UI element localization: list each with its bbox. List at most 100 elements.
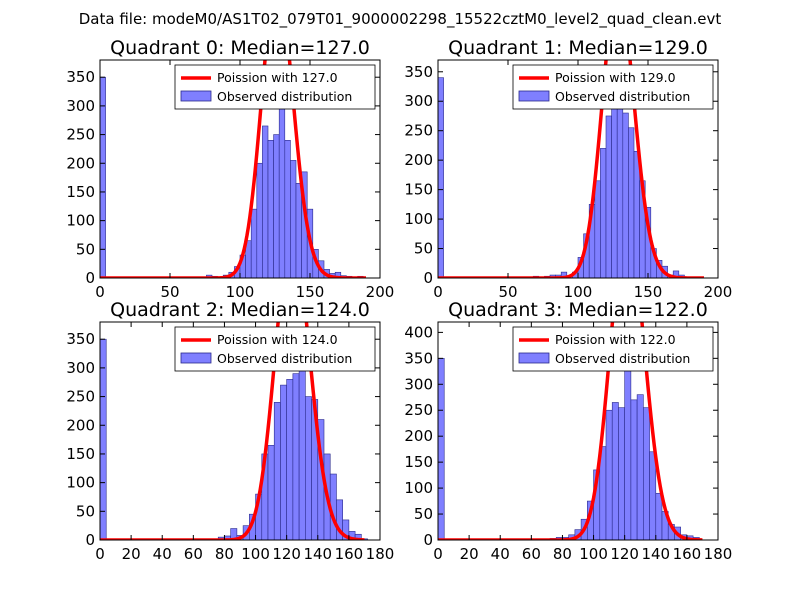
chart-title: Quadrant 3: Median=122.0 [448, 299, 708, 321]
y-tick-label: 250 [404, 401, 433, 419]
histogram-bar [267, 445, 275, 540]
histogram-bar [273, 402, 281, 540]
x-tick-label: 0 [95, 283, 105, 301]
legend-label-observed: Observed distribution [555, 351, 690, 366]
x-tick-label: 160 [673, 545, 702, 563]
chart-panel-0: 0 50 100 150 200 0 50 100 150 200 250 300 350 Quadran… [66, 37, 395, 301]
y-tick-label: 300 [404, 375, 433, 393]
histogram-bar [618, 407, 625, 540]
histogram-bar [278, 99, 286, 278]
x-tick-label: 140 [303, 545, 332, 563]
y-tick-label: 350 [66, 330, 95, 348]
x-tick-label: 60 [184, 545, 203, 563]
x-tick-label: 100 [241, 545, 270, 563]
x-tick-label: 20 [460, 545, 479, 563]
y-tick-label: 250 [404, 122, 433, 140]
y-tick-label: 50 [414, 505, 433, 523]
y-tick-label: 50 [414, 240, 433, 258]
y-tick-label: 100 [404, 479, 433, 497]
histogram-bar [305, 396, 312, 540]
y-tick-label: 300 [66, 97, 95, 115]
histogram-bar [280, 384, 287, 540]
y-tick-label: 100 [66, 212, 95, 230]
poisson-curve [438, 322, 703, 540]
histogram-bar [600, 148, 607, 278]
histogram-bar [438, 358, 445, 540]
legend-label-poisson: Poission with 127.0 [217, 70, 338, 85]
histogram-bar [286, 379, 294, 540]
y-tick-label: 200 [404, 151, 433, 169]
y-tick-label: 150 [404, 453, 433, 471]
x-tick-label: 100 [226, 283, 255, 301]
histogram-bar [273, 134, 280, 278]
legend-label-poisson: Poission with 124.0 [217, 332, 338, 347]
histogram-bar [611, 83, 618, 278]
chart-title: Quadrant 2: Median=124.0 [110, 299, 370, 321]
chart-panel-3: 0 20 40 60 80 100 120 140 160 1800501001502002503… [404, 299, 733, 563]
legend-box [512, 326, 714, 372]
histogram-bar [290, 160, 297, 278]
y-tick-label: 200 [404, 427, 433, 445]
histogram-bar [605, 115, 612, 278]
y-tick-label: 50 [76, 502, 95, 520]
legend-box [174, 326, 376, 372]
histogram-bar [605, 409, 613, 540]
histogram-bar [250, 208, 258, 278]
histogram-bar [284, 140, 291, 278]
x-tick-label: 0 [95, 545, 105, 563]
y-tick-label: 300 [404, 92, 433, 110]
histogram-bar [622, 112, 629, 278]
histogram-bars [438, 65, 685, 278]
histogram-bar [611, 402, 619, 540]
x-tick-label: 200 [366, 283, 395, 301]
legend-label-observed: Observed distribution [217, 89, 352, 104]
poisson-curve [438, 60, 705, 278]
chart-panel-2: 0 20 40 60 80 100 120 140 160 1800501001502002503… [66, 299, 395, 563]
chart-panel-1: 0 50 100 150 200 0 50 100 150 200 250 300 350 Quadran… [404, 37, 733, 301]
y-tick-label: 350 [66, 68, 95, 86]
x-tick-label: 40 [153, 545, 172, 563]
chart-title: Quadrant 0: Median=127.0 [110, 37, 370, 59]
x-tick-label: 150 [634, 283, 663, 301]
x-tick-label: 80 [215, 545, 234, 563]
x-tick-label: 100 [579, 545, 608, 563]
legend: Poission with 122.0 Observed distribution [512, 326, 714, 372]
histogram-bar [292, 373, 300, 540]
histogram-bars [438, 334, 700, 540]
legend-box [512, 64, 714, 110]
histogram-bar [298, 344, 306, 540]
legend-label-observed: Observed distribution [217, 351, 352, 366]
y-tick-label: 350 [404, 349, 433, 367]
y-tick-label: 0 [423, 531, 433, 549]
legend-bar-swatch [518, 352, 550, 364]
histogram-bar [295, 183, 302, 278]
histogram-bar [643, 407, 650, 540]
y-tick-label: 100 [66, 474, 95, 492]
y-tick-label: 50 [76, 240, 95, 258]
axes-frame [437, 321, 719, 541]
x-tick-label: 100 [564, 283, 593, 301]
x-tick-label: 80 [553, 545, 572, 563]
x-tick-label: 140 [641, 545, 670, 563]
histogram-bar [630, 399, 638, 540]
histogram-bar [256, 162, 263, 278]
x-tick-label: 200 [704, 283, 733, 301]
x-tick-label: 120 [610, 545, 639, 563]
histogram-bar [100, 338, 107, 540]
legend: Poission with 129.0 Observed distribution [512, 64, 714, 110]
histogram-bar [262, 125, 269, 278]
chart-title: Quadrant 1: Median=129.0 [448, 37, 708, 59]
y-tick-label: 0 [85, 531, 95, 549]
y-tick-label: 250 [66, 126, 95, 144]
x-tick-label: 120 [272, 545, 301, 563]
poisson-curve [100, 60, 367, 278]
legend-bar-swatch [180, 352, 212, 364]
x-tick-label: 180 [704, 545, 733, 563]
histogram-bar [633, 151, 640, 278]
legend: Poission with 124.0 Observed distribution [174, 326, 376, 372]
legend-label-observed: Observed distribution [555, 89, 690, 104]
y-tick-label: 200 [66, 154, 95, 172]
y-tick-label: 100 [404, 210, 433, 228]
y-tick-label: 200 [66, 416, 95, 434]
x-tick-label: 180 [366, 545, 395, 563]
